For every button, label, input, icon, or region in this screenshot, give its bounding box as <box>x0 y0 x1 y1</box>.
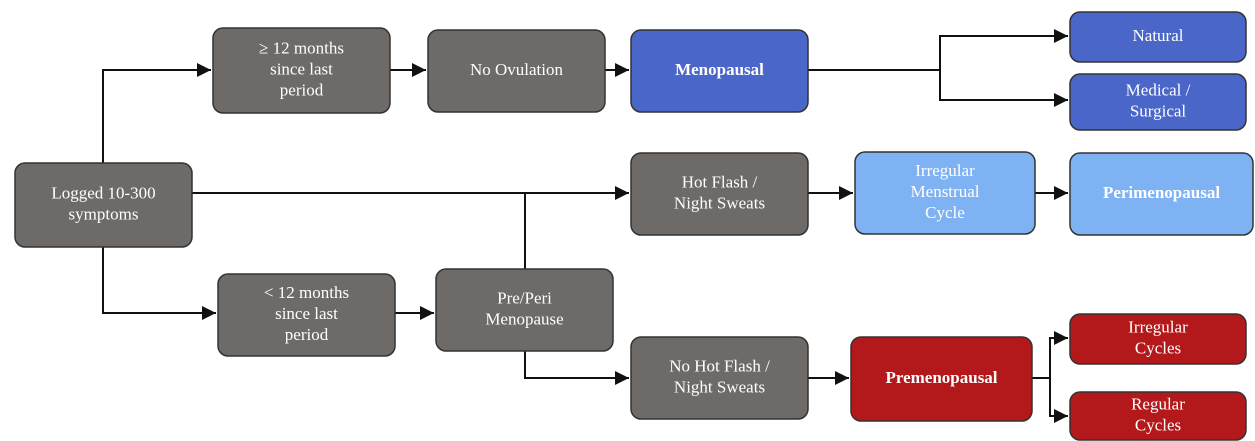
connector <box>1049 331 1068 378</box>
node-label: No Ovulation <box>470 60 564 79</box>
node-label: Irregular <box>915 161 975 180</box>
node: Menopausal <box>630 29 809 113</box>
node: Logged 10-300 symptoms <box>14 162 193 248</box>
node-label: < 12 months <box>264 283 349 302</box>
node-label: Premenopausal <box>885 368 997 387</box>
node: Hot Flash / Night Sweats <box>630 152 809 236</box>
node: Perimenopausal <box>1069 152 1254 236</box>
node-label: period <box>285 325 329 344</box>
connector <box>102 63 211 163</box>
node-label: Logged 10-300 <box>51 183 155 202</box>
connectors <box>102 29 1068 423</box>
node: < 12 months since last period <box>217 273 396 357</box>
node: Irregular Menstrual Cycle <box>854 151 1036 235</box>
node-label: since last <box>270 59 333 78</box>
node-label: No Hot Flash / <box>669 356 770 375</box>
node-label: Surgical <box>1130 101 1187 120</box>
node-label: Cycle <box>925 203 965 222</box>
node-label: Medical / <box>1126 80 1191 99</box>
node-label: period <box>280 80 324 99</box>
node-box <box>630 152 809 236</box>
node-label: symptoms <box>69 204 139 223</box>
node-box <box>630 29 809 113</box>
node-box <box>1069 73 1247 131</box>
node-label: Night Sweats <box>674 377 765 396</box>
node-box <box>630 336 809 420</box>
connector <box>524 351 629 385</box>
node: Pre/Peri Menopause <box>435 268 614 352</box>
node-label: Pre/Peri <box>497 288 552 307</box>
node-box <box>212 27 391 114</box>
node-label: Hot Flash / <box>682 172 758 191</box>
node: Natural <box>1069 11 1247 63</box>
node-box <box>1069 313 1247 365</box>
nodes: Logged 10-300 symptoms ≥ 12 months since la… <box>14 11 1254 441</box>
node: No Ovulation <box>427 29 606 113</box>
node: Regular Cycles <box>1069 391 1247 441</box>
node-box <box>854 151 1036 235</box>
node-label: since last <box>275 304 338 323</box>
node-label: ≥ 12 months <box>259 38 344 57</box>
node-label: Cycles <box>1135 415 1181 434</box>
node-label: Cycles <box>1135 338 1181 357</box>
node-box <box>435 268 614 352</box>
node-label: Natural <box>1133 26 1184 45</box>
connector <box>939 29 1068 70</box>
node-label: Irregular <box>1128 317 1188 336</box>
node: No Hot Flash / Night Sweats <box>630 336 809 420</box>
node: Medical / Surgical <box>1069 73 1247 131</box>
node-label: Menstrual <box>911 182 980 201</box>
node-box <box>1069 391 1247 441</box>
node: Irregular Cycles <box>1069 313 1247 365</box>
node-box <box>1069 11 1247 63</box>
node-box <box>1069 152 1254 236</box>
node-label: Menopause <box>485 309 563 328</box>
node: Premenopausal <box>850 336 1033 422</box>
node-box <box>217 273 396 357</box>
node-label: Regular <box>1131 394 1185 413</box>
node-label: Perimenopausal <box>1103 183 1220 202</box>
connector <box>1049 378 1068 423</box>
node: ≥ 12 months since last period <box>212 27 391 114</box>
node-box <box>427 29 606 113</box>
node-label: Night Sweats <box>674 193 765 212</box>
connector <box>102 247 216 320</box>
node-label: Menopausal <box>675 60 764 79</box>
node-box <box>850 336 1033 422</box>
node-box <box>14 162 193 248</box>
connector <box>939 70 1068 107</box>
